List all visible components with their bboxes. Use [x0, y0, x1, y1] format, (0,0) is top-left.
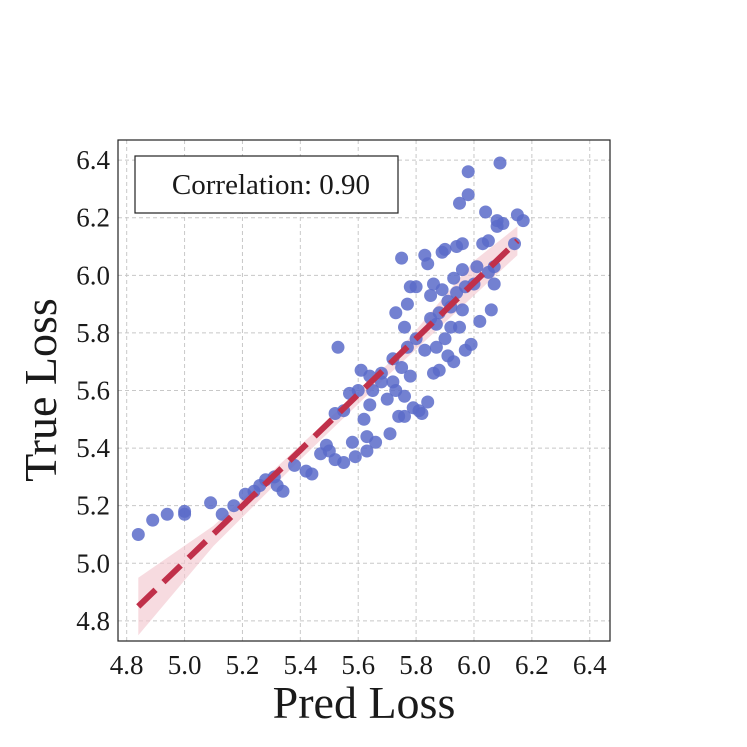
y-tick-label: 5.0 [76, 548, 110, 578]
data-point [447, 355, 461, 369]
fit-line [136, 238, 520, 609]
data-point [409, 280, 423, 294]
data-point [331, 340, 345, 354]
data-point [276, 484, 290, 498]
correlation-box [134, 155, 399, 214]
y-tick-labels: 4.8 5.0 5.2 5.4 5.6 5.8 6.0 6.2 6.4 [76, 145, 110, 636]
correlation-annotation: Correlation: 0.90 [134, 155, 399, 214]
x-tick-labels: 4.8 5.0 5.2 5.4 5.6 5.8 6.0 6.2 6.4 [110, 650, 607, 680]
data-point [496, 217, 510, 230]
data-point [429, 340, 443, 354]
data-point [487, 277, 501, 291]
data-point [455, 303, 469, 317]
data-point [403, 369, 417, 383]
x-tick-label: 6.4 [573, 650, 607, 680]
data-point [438, 332, 452, 346]
data-point [305, 467, 319, 481]
data-point [160, 507, 174, 521]
data-point [481, 234, 495, 248]
data-point [470, 260, 484, 274]
data-point [383, 427, 397, 441]
data-point [435, 283, 449, 297]
data-point [516, 214, 530, 228]
plot-area-frame [117, 139, 611, 642]
y-tick-label: 5.4 [76, 433, 110, 463]
x-tick-label: 6.0 [457, 650, 491, 680]
data-point [429, 317, 443, 331]
x-tick-label: 5.0 [168, 650, 202, 680]
data-point [395, 251, 409, 265]
data-point [395, 361, 409, 374]
data-point [508, 237, 521, 251]
y-tick-label: 6.0 [76, 260, 110, 290]
data-point [369, 435, 383, 449]
data-point [464, 337, 478, 351]
data-point [455, 263, 469, 277]
y-tick-label: 5.6 [76, 376, 110, 406]
x-tick-label: 5.4 [283, 650, 317, 680]
data-point [438, 242, 452, 256]
y-tick-label: 5.2 [76, 491, 110, 521]
x-tick-label: 5.8 [399, 650, 433, 680]
x-tick-label: 5.2 [226, 650, 260, 680]
y-tick-label: 5.8 [76, 318, 110, 348]
data-point [479, 205, 493, 219]
data-point [455, 237, 469, 251]
correlation-text: Correlation: 0.90 [172, 169, 370, 201]
data-point [398, 320, 411, 334]
data-point [493, 156, 507, 170]
y-tick-label: 4.8 [76, 606, 110, 636]
data-point [418, 343, 432, 357]
data-point [215, 507, 229, 521]
data-point [421, 395, 435, 409]
data-point [360, 444, 374, 458]
data-point [398, 409, 411, 423]
y-tick-label: 6.2 [76, 203, 110, 233]
data-point [421, 257, 435, 271]
data-point [398, 389, 411, 403]
data-point [146, 513, 160, 527]
data-point [380, 392, 394, 406]
data-point [337, 456, 351, 469]
data-point [400, 297, 414, 311]
scatter-points [131, 156, 530, 541]
data-point [461, 188, 475, 202]
data-point [453, 196, 466, 210]
data-point [432, 363, 446, 377]
data-point [389, 306, 403, 320]
data-point [424, 289, 438, 302]
x-tick-label: 4.8 [110, 650, 144, 680]
data-point [345, 435, 359, 449]
x-axis-label: Pred Loss [273, 677, 456, 728]
data-point [484, 303, 498, 317]
data-point [131, 528, 145, 541]
data-point [415, 407, 429, 420]
data-point [447, 271, 461, 285]
y-tick-label: 6.4 [76, 145, 110, 175]
data-point [227, 499, 241, 513]
data-point [363, 398, 377, 412]
x-tick-label: 6.2 [515, 650, 549, 680]
data-point [357, 412, 371, 426]
data-point [348, 450, 362, 464]
data-point [473, 314, 487, 328]
data-point [461, 165, 475, 179]
x-tick-label: 5.6 [341, 650, 375, 680]
data-point [204, 496, 218, 510]
data-point [178, 507, 192, 521]
data-point [453, 320, 466, 334]
regression-line [136, 238, 520, 609]
y-axis-label: True Loss [15, 298, 66, 482]
